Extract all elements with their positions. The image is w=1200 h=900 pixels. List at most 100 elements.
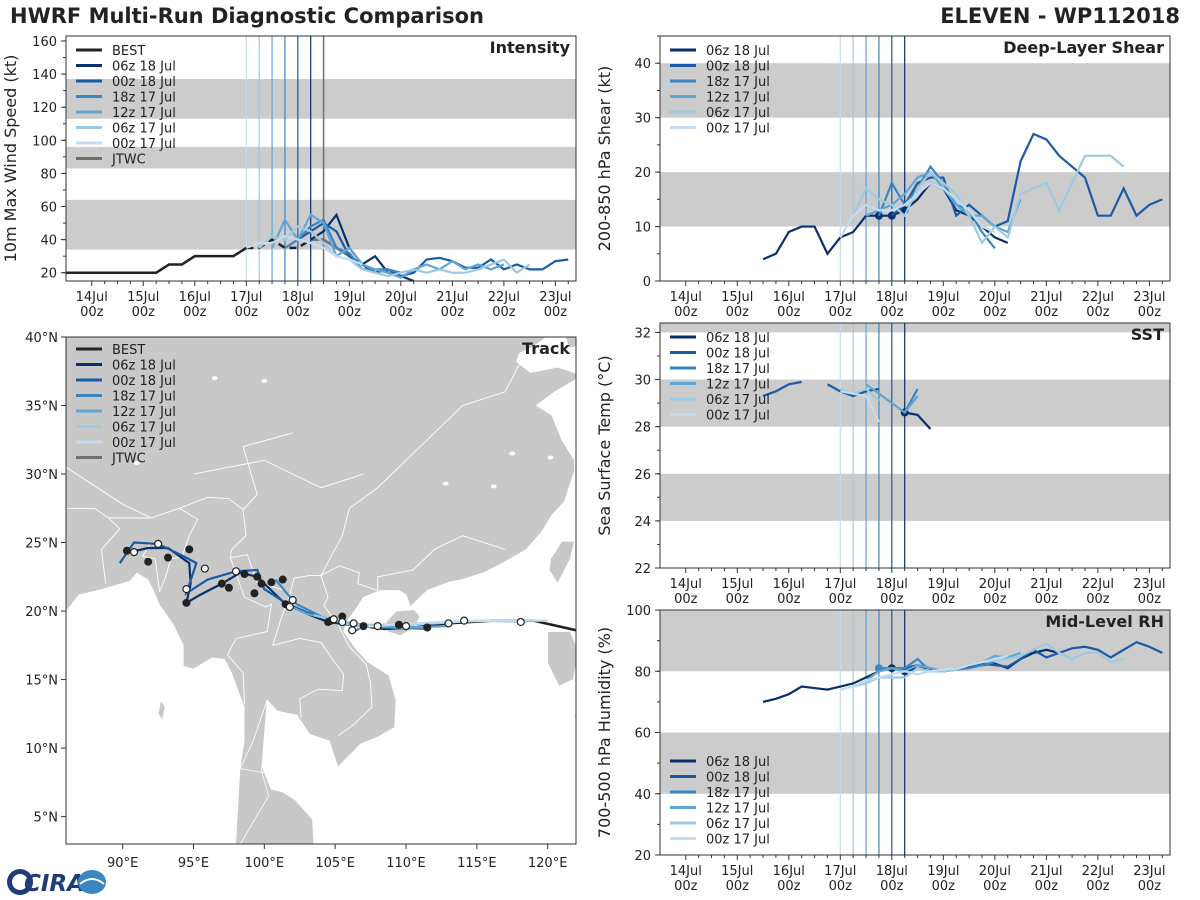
sst-xtick-hour: 00z	[1035, 592, 1059, 607]
lake	[547, 455, 554, 460]
rh-xtick-day: 20Jul	[979, 864, 1011, 879]
sst-panel: 22242628303214Jul00z15Jul00z16Jul00z17Ju…	[595, 322, 1171, 607]
sst-xtick-day: 18Jul	[876, 577, 908, 592]
shear-xtick-day: 22Jul	[1082, 290, 1114, 305]
shear-panel: 01020304014Jul00z15Jul00z16Jul00z17Jul00…	[595, 35, 1171, 320]
intensity-ytick-label: 20	[40, 267, 57, 282]
intensity-xtick-day: 19Jul	[333, 290, 365, 305]
intensity-ytick-label: 140	[32, 68, 57, 83]
rh-xtick-hour: 00z	[674, 879, 698, 894]
intensity-ytick-label: 100	[32, 134, 57, 149]
shear-xtick-hour: 00z	[1138, 305, 1162, 320]
rh-xtick-day: 15Jul	[721, 864, 753, 879]
sst-band	[660, 473, 1170, 521]
rh-xtick-hour: 00z	[932, 879, 956, 894]
lake	[509, 451, 516, 456]
shear-xtick-hour: 00z	[983, 305, 1007, 320]
track-series-line	[118, 541, 378, 628]
sst-legend-label: 06z 17 Jul	[706, 393, 770, 408]
track-position-dot	[224, 583, 233, 592]
sst-legend-label: 12z 17 Jul	[706, 378, 770, 393]
track-position-dot	[217, 579, 226, 588]
intensity-xtick-day: 20Jul	[385, 290, 417, 305]
country-border	[193, 459, 364, 489]
sst-band	[660, 379, 1170, 427]
sst-legend-label: 00z 18 Jul	[706, 347, 770, 362]
intensity-series-line	[245, 235, 363, 266]
sst-xtick-hour: 00z	[829, 592, 853, 607]
track-frame	[65, 336, 577, 845]
intensity-xtick-day: 14Jul	[76, 290, 108, 305]
sst-legend-label: 06z 18 Jul	[706, 331, 770, 346]
track-position-open-dot	[285, 602, 294, 612]
shear-legend-label: 06z 18 Jul	[706, 44, 770, 59]
rh-xtick-day: 23Jul	[1133, 864, 1165, 879]
intensity-xtick-day: 16Jul	[179, 290, 211, 305]
track-ytick-label: 5°N	[34, 811, 59, 826]
track-ytick-label: 35°N	[25, 400, 58, 415]
shear-legend-label: 06z 17 Jul	[706, 106, 770, 121]
track-position-open-dot	[459, 616, 469, 625]
track-position-open-dot	[231, 567, 241, 576]
sst-xtick-day: 19Jul	[927, 577, 959, 592]
track-xtick-label: 105°E	[315, 856, 355, 871]
rh-xtick-hour: 00z	[983, 879, 1007, 894]
intensity-xtick-day: 22Jul	[488, 290, 520, 305]
shear-xtick-day: 15Jul	[721, 290, 753, 305]
sst-xtick-hour: 00z	[726, 592, 750, 607]
track-position-open-dot	[153, 539, 163, 549]
track-legend-label: 18z 17 Jul	[112, 390, 176, 405]
rh-ytick-label: 100	[626, 604, 651, 619]
track-position-dot	[144, 557, 153, 566]
rh-xtick-hour: 00z	[1035, 879, 1059, 894]
track-position-dot	[359, 622, 368, 631]
rh-ytick-label: 20	[634, 849, 651, 864]
page-title: HWRF Multi-Run Diagnostic Comparison	[10, 4, 485, 28]
country-border	[66, 466, 152, 519]
cira-logo-graphic: CIRA	[7, 869, 106, 897]
lake	[261, 378, 268, 383]
track-position-dot	[122, 546, 131, 555]
country-border	[66, 496, 378, 596]
track-xtick-label: 100°E	[245, 856, 285, 871]
shear-xtick-day: 16Jul	[773, 290, 805, 305]
track-series-line	[129, 546, 364, 628]
sst-title: SST	[1131, 325, 1164, 344]
intensity-xtick-day: 23Jul	[539, 290, 571, 305]
sst-xtick-hour: 00z	[983, 592, 1007, 607]
rh-legend-label: 00z 17 Jul	[706, 833, 770, 848]
track-position-open-dot	[348, 626, 357, 635]
rh-ylabel: 700-500 hPa Humidity (%)	[595, 627, 614, 838]
track-position-dot	[185, 545, 194, 554]
sst-frame	[659, 322, 1171, 569]
track-position-open-dot	[373, 622, 382, 631]
intensity-xtick-hour: 00z	[441, 305, 465, 320]
track-position-open-dot	[349, 619, 358, 628]
intensity-xtick-day: 18Jul	[282, 290, 314, 305]
track-ytick-label: 20°N	[25, 605, 58, 620]
intensity-ytick-label: 40	[40, 234, 57, 249]
track-position-dot	[267, 578, 276, 587]
shear-ytick-label: 30	[634, 112, 651, 127]
sst-xtick-hour: 00z	[777, 592, 801, 607]
shear-title: Deep-Layer Shear	[1003, 38, 1164, 57]
rh-title: Mid-Level RH	[1045, 612, 1164, 631]
shear-xtick-day: 23Jul	[1133, 290, 1165, 305]
rh-xtick-day: 21Jul	[1030, 864, 1062, 879]
intensity-band	[66, 146, 576, 169]
intensity-series-line	[258, 225, 531, 278]
track-position-open-dot	[129, 548, 139, 557]
track-position-open-dot	[182, 585, 191, 594]
shear-ytick-label: 0	[643, 275, 651, 290]
logo-swoosh	[79, 878, 105, 885]
track-ytick-label: 10°N	[25, 742, 58, 757]
track-xtick-label: 120°E	[528, 856, 568, 871]
sst-series-line	[839, 387, 880, 402]
logo-text: CIRA	[24, 871, 85, 897]
track-position-dot	[164, 553, 172, 562]
shear-xtick-day: 19Jul	[927, 290, 959, 305]
intensity-legend-label: 18z 17 Jul	[112, 91, 176, 106]
sst-ytick-label: 22	[634, 562, 651, 577]
shear-xtick-day: 20Jul	[979, 290, 1011, 305]
sst-ytick-label: 24	[634, 515, 651, 530]
